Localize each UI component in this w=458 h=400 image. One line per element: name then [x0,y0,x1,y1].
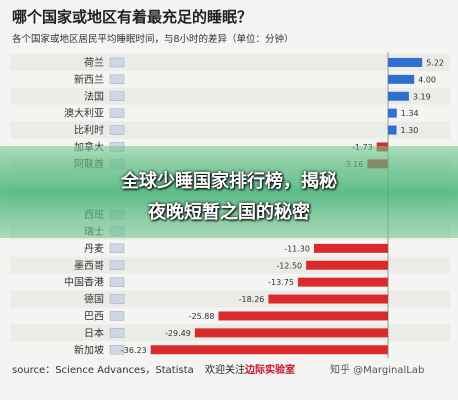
category-label: 日本 [84,326,104,339]
category-label: 巴西 [84,310,104,322]
flag-icon [109,108,125,118]
flag-icon [109,345,125,355]
bar [313,243,388,253]
category-label: 澳大利亚 [64,107,104,120]
flag-icon [109,74,125,85]
banner-line-1: 全球少睡国家排行榜，揭秘 [121,171,337,192]
bar [150,345,388,355]
bar [306,260,388,270]
value-label: -13.75 [268,278,294,287]
bar [218,311,388,321]
follow-note: 欢迎关注边际实验室 [205,361,295,376]
value-label: -29.49 [165,329,191,338]
flag-icon [109,328,125,338]
value-label: 1.34 [401,109,419,118]
zhihu-watermark: 知乎 @MarginalLab [330,365,425,376]
flag-icon [109,243,125,254]
bar [388,108,397,118]
chart-subtitle: 各个国家或地区居民平均睡眠时间，与8小时的差异（单位：分钟） [12,34,294,45]
category-label: 法国 [84,90,104,103]
bar [297,277,388,287]
value-label: 5.22 [426,58,444,67]
category-label: 墨西哥 [74,260,104,272]
flag-icon [109,294,125,304]
follow-text: 欢迎关注 [205,365,245,376]
category-label: 比利时 [74,125,104,137]
flag-icon [109,311,125,321]
bar [388,74,415,84]
bar [388,125,397,135]
category-label: 丹麦 [84,243,104,255]
source-note: source：Science Advances，Statista [12,365,194,376]
value-label: 1.30 [401,126,419,135]
flag-icon [109,57,125,68]
category-label: 中国香港 [64,276,104,289]
lab-name: 边际实验室 [245,365,295,376]
flag-icon [109,260,125,270]
category-label: 新加坡 [74,343,104,356]
category-label: 新西兰 [74,73,104,86]
value-label: -18.26 [239,295,265,304]
chart-title: 哪个国家或地区有着最充足的睡眠？ [12,8,253,26]
category-label: 荷兰 [84,56,104,69]
value-label: 4.00 [418,75,436,84]
row-band [10,87,450,105]
headline-banner [0,146,458,238]
flag-icon [109,277,125,287]
flag-icon [109,91,125,101]
value-label: -11.30 [284,244,310,253]
value-label: -36.23 [121,346,147,355]
bar [194,328,388,338]
bar [388,91,409,101]
bar [268,294,388,304]
category-label: 德国 [84,293,104,306]
banner-line-2: 夜晚短暂之国的秘密 [148,202,310,223]
bar [388,57,423,67]
value-label: -12.50 [276,261,302,270]
value-label: 3.19 [413,92,431,101]
flag-icon [109,125,125,135]
row-band [10,54,450,71]
value-label: -25.88 [189,312,215,321]
